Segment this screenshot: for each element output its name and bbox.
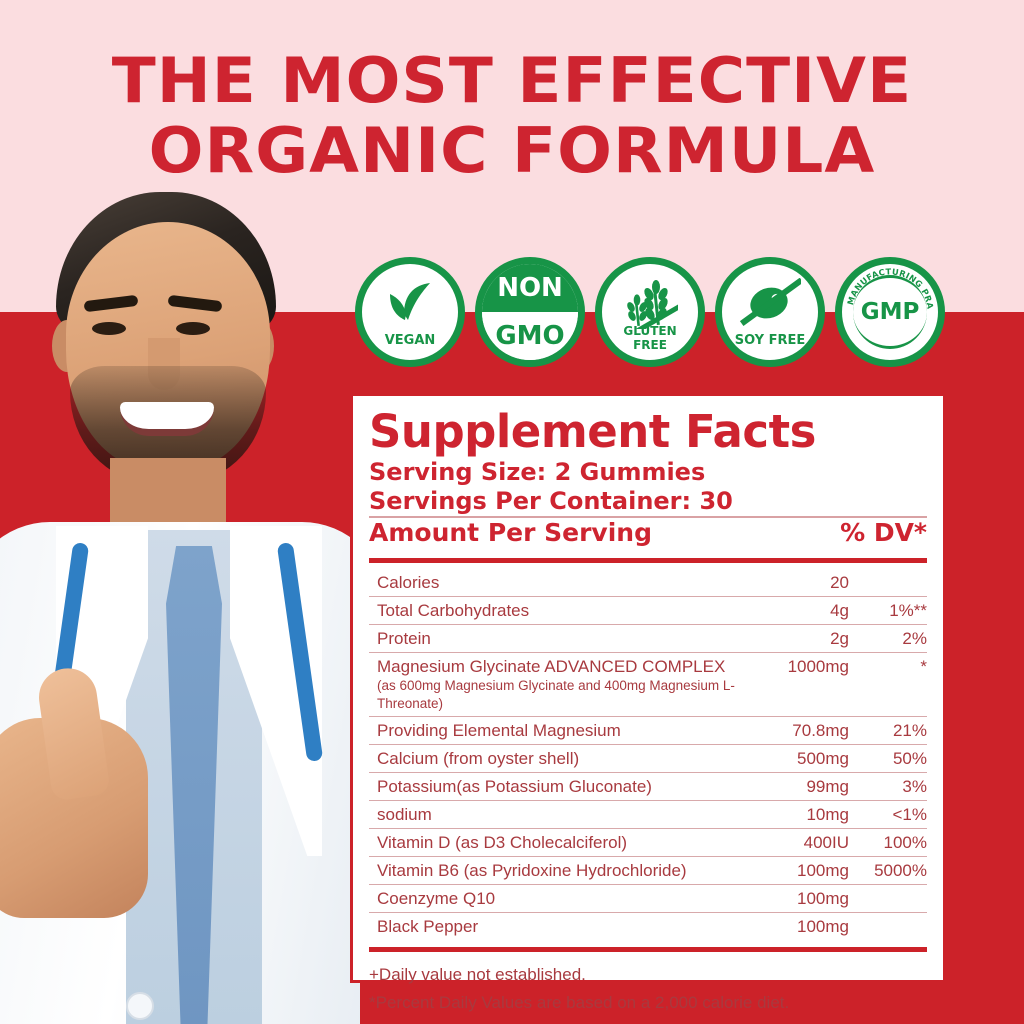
badge-vegan-label: VEGAN xyxy=(384,333,436,348)
badge-soy-free-label: SOY FREE xyxy=(734,333,806,348)
table-row: Potassium(as Potassium Gluconate) 99mg 3% xyxy=(369,772,927,801)
row-amount: 2g xyxy=(737,624,849,653)
row-daily-value: 1%** xyxy=(849,596,927,625)
badge-non-gmo: NON GMO xyxy=(475,257,585,367)
serving-size: Serving Size: 2 Gummies xyxy=(369,458,706,486)
doctor-coat-button xyxy=(126,992,154,1020)
headline-line-2: ORGANIC FORMULA xyxy=(148,114,876,187)
row-amount: 70.8mg xyxy=(737,716,849,745)
table-row: Coenzyme Q10 100mg xyxy=(369,884,927,913)
doctor-photo xyxy=(0,170,360,1024)
row-amount: 100mg xyxy=(737,856,849,885)
row-nutrient-name: Total Carbohydrates xyxy=(369,596,737,625)
badge-gmp-label: GMP xyxy=(853,275,927,349)
divider-thick-header xyxy=(369,558,927,563)
table-row: Vitamin D (as D3 Cholecalciferol) 400IU 10… xyxy=(369,828,927,857)
row-nutrient-name: Vitamin D (as D3 Cholecalciferol) xyxy=(369,828,737,857)
row-daily-value xyxy=(849,884,927,913)
row-amount: 1000mg xyxy=(737,652,849,717)
row-amount: 10mg xyxy=(737,800,849,829)
row-daily-value: 21% xyxy=(849,716,927,745)
row-amount: 100mg xyxy=(737,912,849,940)
table-row: Vitamin B6 (as Pyridoxine Hydrochloride)… xyxy=(369,856,927,885)
footnote-2: *Percent Daily Values are based on a 2,0… xyxy=(369,993,790,1012)
doctor-eye-right xyxy=(176,322,210,335)
row-nutrient-name: Calcium (from oyster shell) xyxy=(369,744,737,773)
table-row: sodium 10mg <1% xyxy=(369,800,927,829)
row-daily-value: <1% xyxy=(849,800,927,829)
row-amount: 400IU xyxy=(737,828,849,857)
table-row: Total Carbohydrates 4g 1%** xyxy=(369,596,927,625)
table-row: Black Pepper 100mg xyxy=(369,912,927,940)
wheat-icon xyxy=(602,270,698,336)
supplement-facts-table: Calories 20 Total Carbohydrates 4g 1%** Prote… xyxy=(369,569,927,940)
row-nutrient-name: Calories xyxy=(377,573,440,592)
badge-gmp: GOOD MANUFACTURING PRACTICE ★ CERTIFIED … xyxy=(835,257,945,367)
divider-thick-footer xyxy=(369,947,927,952)
row-amount: 100mg xyxy=(737,884,849,913)
row-nutrient-name: Coenzyme Q10 xyxy=(369,884,737,913)
supplement-facts-card: Supplement Facts Serving Size: 2 Gummies… xyxy=(350,393,946,1012)
badge-gluten-free-label: GLUTEN FREE xyxy=(602,324,698,360)
badge-soy-free: SOY FREE xyxy=(715,257,825,367)
table-header-row: Amount Per Serving % DV* xyxy=(369,518,927,551)
doctor-smile xyxy=(120,402,214,436)
row-amount: 4g xyxy=(737,596,849,625)
row-daily-value: 100% xyxy=(849,828,927,857)
row-amount: 99mg xyxy=(737,772,849,801)
row-nutrient-name: sodium xyxy=(369,800,737,829)
row-daily-value: 3% xyxy=(849,772,927,801)
row-nutrient-name: Potassium(as Potassium Gluconate) xyxy=(369,772,737,801)
badge-non-gmo-label-top: NON xyxy=(482,264,578,312)
badge-gluten-free: GLUTEN FREE xyxy=(595,257,705,367)
row-nutrient-name: Black Pepper xyxy=(369,912,737,940)
row-daily-value: 2% xyxy=(849,624,927,653)
row-daily-value: 50% xyxy=(849,744,927,773)
row-amount: 20 xyxy=(830,573,849,592)
table-row: Calcium (from oyster shell) 500mg 50% xyxy=(369,744,927,773)
row-amount: 500mg xyxy=(737,744,849,773)
row-nutrient-name: Protein xyxy=(369,624,737,653)
table-header-amount: Amount Per Serving xyxy=(369,518,652,547)
servings-per-container: Servings Per Container: 30 xyxy=(369,487,733,515)
table-row: Providing Elemental Magnesium 70.8mg 21% xyxy=(369,716,927,745)
row-nutrient-name: Providing Elemental Magnesium xyxy=(369,716,737,745)
badge-non-gmo-label-bottom: GMO xyxy=(482,312,578,360)
headline: THE MOST EFFECTIVE ORGANIC FORMULA xyxy=(0,46,1024,186)
badge-gluten-free-label-line1: GLUTEN xyxy=(623,324,677,338)
doctor-eye-left xyxy=(92,322,126,335)
leaf-icon xyxy=(362,270,458,336)
row-daily-value: 5000% xyxy=(849,856,927,885)
row-nutrient-name: Magnesium Glycinate ADVANCED COMPLEX (as … xyxy=(369,652,737,717)
soybean-slash-icon xyxy=(722,270,818,336)
table-header-dv: % DV* xyxy=(840,518,927,547)
headline-line-1: THE MOST EFFECTIVE xyxy=(111,44,913,117)
row-daily-value xyxy=(849,912,927,940)
table-row: Protein 2g 2% xyxy=(369,624,927,653)
supplement-facts-title: Supplement Facts xyxy=(369,405,816,458)
table-row: Calories 20 xyxy=(369,569,927,597)
certification-badges: VEGAN NON GMO xyxy=(355,252,945,372)
row-daily-value: * xyxy=(849,652,927,717)
badge-vegan: VEGAN xyxy=(355,257,465,367)
row-daily-value xyxy=(849,569,927,597)
divider-thin-top xyxy=(369,516,927,518)
table-row: Magnesium Glycinate ADVANCED COMPLEX (as … xyxy=(369,652,927,717)
row-nutrient-note: (as 600mg Magnesium Glycinate and 400mg … xyxy=(377,678,735,711)
row-nutrient-name: Vitamin B6 (as Pyridoxine Hydrochloride) xyxy=(369,856,737,885)
footnote-1: +Daily value not established. xyxy=(369,965,586,984)
badge-gluten-free-label-line2: FREE xyxy=(633,338,667,352)
